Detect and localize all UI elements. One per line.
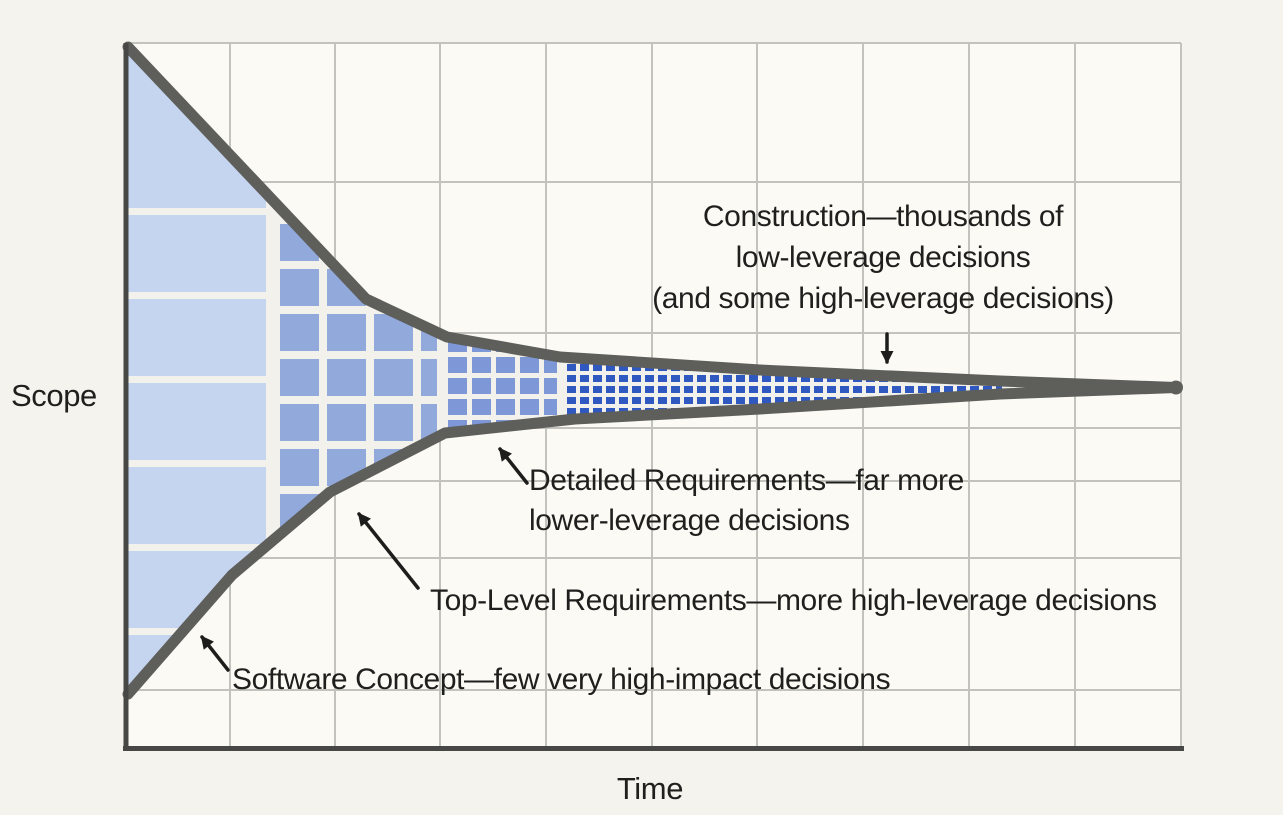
annotation-top-level-requirements-line1: Top-Level Requirements—more high-leverag… — [430, 584, 1157, 617]
annotation-top-level-requirements: Top-Level Requirements—more high-leverag… — [430, 581, 1157, 621]
software-concept-arrow — [200, 635, 230, 672]
top-level-requirements-arrow — [357, 512, 420, 590]
funnel-tip — [1169, 380, 1183, 395]
grid-horizontal-lines — [126, 42, 1181, 691]
annotation-detailed-requirements: Detailed Requirements—far more lower-lev… — [529, 461, 964, 541]
y-axis-label: Scope — [11, 378, 97, 413]
detailed-requirements-arrow — [498, 447, 529, 485]
annotation-software-concept: Software Concept—few very high-impact de… — [232, 660, 891, 700]
stage1-row-dividers — [128, 208, 266, 635]
x-axis-label: Time — [616, 771, 684, 806]
annotation-detailed-requirements-line1: Detailed Requirements—far more — [529, 464, 964, 497]
funnel-lower-edge — [122, 382, 1182, 700]
annotation-construction-line1: Construction—thousands of — [702, 200, 1064, 233]
funnel-upper-edge — [122, 41, 1182, 393]
annotation-construction-line2: low-leverage decisions — [735, 241, 1031, 274]
annotation-detailed-requirements-line2: lower-leverage decisions — [529, 504, 850, 537]
annotation-construction: Construction—thousands of low-leverage d… — [583, 196, 1183, 319]
annotation-arrows — [200, 332, 894, 672]
annotation-software-concept-line1: Software Concept—few very high-impact de… — [232, 663, 891, 696]
annotation-construction-line3: (and some high-leverage decisions) — [652, 282, 1114, 315]
